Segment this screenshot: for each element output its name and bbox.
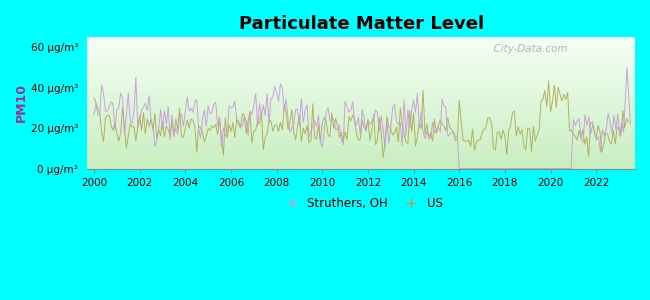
Y-axis label: PM10: PM10 <box>15 83 28 122</box>
Text: City-Data.com: City-Data.com <box>487 44 567 54</box>
Legend: Struthers, OH, US: Struthers, OH, US <box>275 193 447 215</box>
Title: Particulate Matter Level: Particulate Matter Level <box>239 15 484 33</box>
